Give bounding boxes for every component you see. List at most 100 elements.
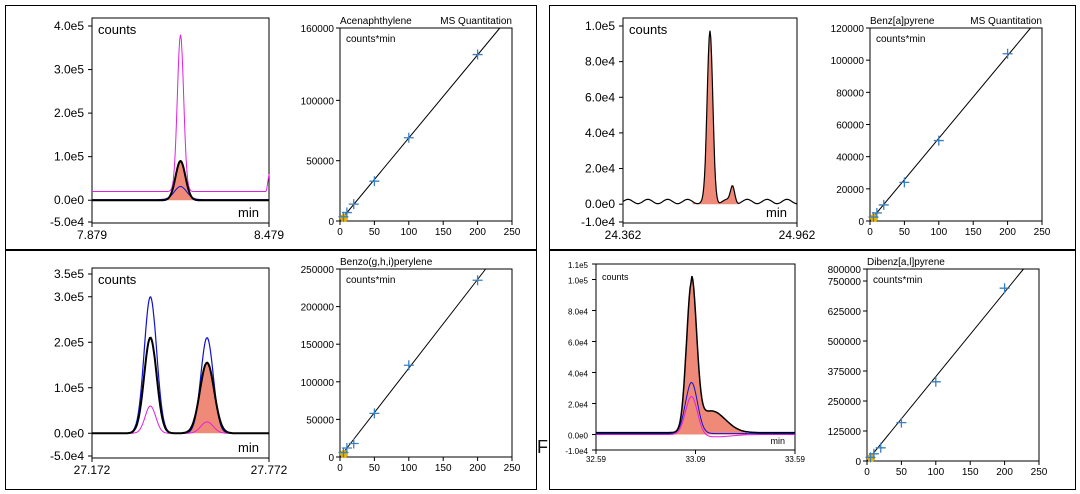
chrom-xtick-label: 24.962 xyxy=(779,228,816,242)
chrom-ytick-label: 2.0e5 xyxy=(54,106,84,120)
cal-xtick-label: 150 xyxy=(435,227,452,238)
cal-ytick-label: 625000 xyxy=(828,307,862,318)
cal-ytick-label: 200000 xyxy=(301,303,335,314)
peak-area-fill xyxy=(168,161,193,201)
chrom-ytick-label: 6.0e4 xyxy=(585,90,615,104)
cal-ytick-label: 0 xyxy=(328,217,334,228)
chrom-ylabel: counts xyxy=(629,22,668,37)
cal-xtick-label: 250 xyxy=(504,227,521,238)
cal-xtick-label: 0 xyxy=(867,227,873,238)
cal-frame-3 xyxy=(866,268,1040,462)
cal-ytick-label: 800000 xyxy=(828,265,862,276)
cal-xtick-label: 250 xyxy=(504,463,521,474)
cal-subtitle: MS Quantitation xyxy=(970,16,1042,27)
cal-ytick-label: 80000 xyxy=(836,88,864,99)
trace-black xyxy=(622,30,797,205)
cal-data-point xyxy=(403,132,414,143)
chrom-ytick-label: -1.0e4 xyxy=(581,215,615,229)
cal-ytick-label: 750000 xyxy=(828,277,862,288)
cal-data-point xyxy=(875,442,886,453)
stray-glyph: F xyxy=(537,437,548,457)
chrom-ytick-label: -5.0e4 xyxy=(50,215,84,229)
cal-xtick-label: 100 xyxy=(400,227,417,238)
trace-black xyxy=(596,275,795,434)
chrom-ytick-label: 1.0e5 xyxy=(54,150,84,164)
cal-ylabel: counts*min xyxy=(346,34,395,45)
cal-data-point xyxy=(933,135,944,146)
cal-frame-0 xyxy=(339,27,513,222)
cal-data-point xyxy=(403,360,414,371)
chrom-xtick-label: 33.09 xyxy=(685,455,706,464)
cal-ylabel: counts*min xyxy=(873,275,922,286)
cal-ytick-label: 50000 xyxy=(306,157,334,168)
chrom-ytick-label: 2.0e4 xyxy=(568,401,589,410)
trace-pink xyxy=(596,396,795,438)
chrom-ytick-label: 1.0e5 xyxy=(585,19,615,33)
chrom-xlabel: min xyxy=(766,205,787,220)
chrom-ytick-label: 4.0e4 xyxy=(585,126,615,140)
chrom-ytick-label: 2.0e5 xyxy=(54,335,84,349)
cal-data-point xyxy=(999,283,1010,294)
cal-xtick-label: 150 xyxy=(965,227,982,238)
cal-xtick-label: 100 xyxy=(400,463,417,474)
peak-area-fill xyxy=(667,280,748,435)
chrom-ytick-label: -1.0e4 xyxy=(565,447,588,456)
chrom-xlabel: min xyxy=(770,436,785,446)
chrom-frame-0 xyxy=(91,17,270,224)
chrom-ytick-label: 4.0e4 xyxy=(568,370,589,379)
cal-data-point xyxy=(899,177,910,188)
chrom-ylabel: counts xyxy=(602,272,629,282)
cal-ytick-label: 250000 xyxy=(301,265,335,276)
chrom-ytick-label: 0.0e0 xyxy=(568,432,589,441)
cal-data-point xyxy=(348,438,359,449)
cal-xtick-label: 250 xyxy=(1031,467,1048,478)
chrom-ytick-label: 3.0e5 xyxy=(54,290,84,304)
cal-xtick-label: 150 xyxy=(962,467,979,478)
cal-data-point xyxy=(871,207,882,218)
chrom-ytick-label: 8.0e4 xyxy=(568,308,589,317)
cal-compound-title: Acenaphthylene xyxy=(340,16,412,27)
cal-ytick-label: 0 xyxy=(855,457,861,468)
chrom-ytick-label: 2.0e4 xyxy=(585,162,615,176)
chrom-xtick-label: 27.772 xyxy=(251,463,288,477)
panel-acenaphthylene xyxy=(5,5,537,250)
cal-ytick-label: 160000 xyxy=(301,24,335,35)
chrom-ytick-label: 8.0e4 xyxy=(585,55,615,69)
cal-regression-line xyxy=(866,268,1024,462)
cal-xtick-label: 100 xyxy=(927,467,944,478)
trace-pink xyxy=(92,405,269,434)
chrom-ytick-label: 1.0e5 xyxy=(54,381,84,395)
chrom-xtick-label: 8.479 xyxy=(254,228,284,242)
cal-data-point xyxy=(348,199,359,210)
peak-area-blank xyxy=(127,337,176,434)
peak-area-fill xyxy=(184,362,234,434)
cal-xtick-label: 50 xyxy=(899,227,911,238)
cal-data-point xyxy=(878,199,889,210)
cal-xtick-label: 100 xyxy=(930,227,947,238)
cal-xtick-label: 200 xyxy=(469,227,486,238)
cal-data-point xyxy=(472,49,483,60)
chrom-ylabel: counts xyxy=(98,272,137,287)
cal-regression-line xyxy=(339,27,501,222)
chrom-xtick-label: 24.362 xyxy=(605,228,642,242)
chrom-ytick-label: 0.0e0 xyxy=(585,197,615,211)
cal-ytick-label: 375000 xyxy=(828,367,862,378)
chrom-ytick-label: 3.5e5 xyxy=(54,267,84,281)
cal-ylabel: counts*min xyxy=(876,34,925,45)
cal-xtick-label: 250 xyxy=(1034,227,1051,238)
cal-ytick-label: 125000 xyxy=(828,427,862,438)
cal-ytick-label: 100000 xyxy=(301,96,335,107)
chrom-xlabel: min xyxy=(238,205,259,220)
cal-data-point xyxy=(341,442,352,453)
cal-compound-title: Benzo(g,h,i)perylene xyxy=(340,257,433,268)
cal-ytick-label: 60000 xyxy=(836,121,864,132)
cal-ylabel: counts*min xyxy=(346,275,395,286)
cal-data-point xyxy=(472,275,483,286)
cal-xtick-label: 0 xyxy=(337,463,343,474)
chrom-ytick-label: 1.1e5 xyxy=(568,261,589,270)
chrom-frame-1 xyxy=(622,17,798,224)
cal-ytick-label: 100000 xyxy=(301,378,335,389)
cal-data-point xyxy=(369,176,380,187)
chrom-ytick-label: 6.0e4 xyxy=(568,339,589,348)
chrom-xtick-label: 33.59 xyxy=(785,455,806,464)
